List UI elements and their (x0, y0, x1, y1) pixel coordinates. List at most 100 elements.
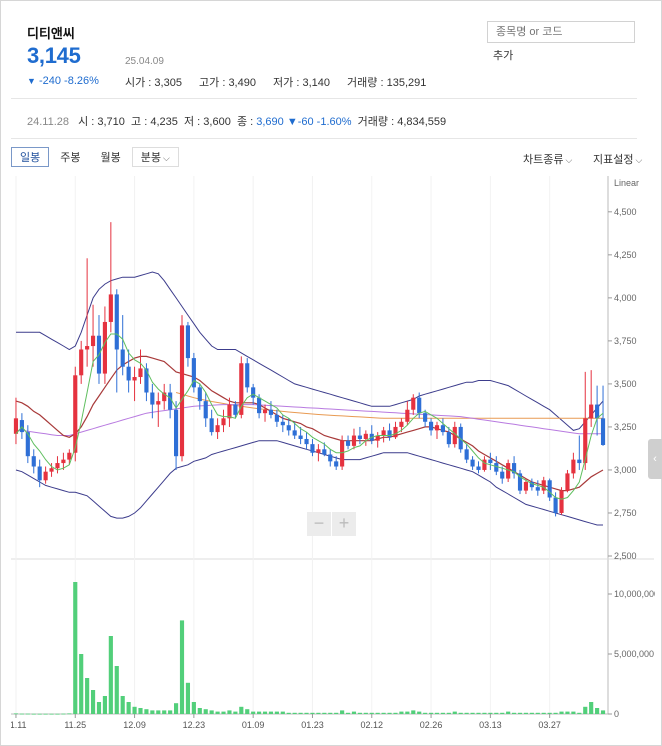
candle-body (61, 459, 66, 464)
candle-body (322, 449, 327, 455)
tab-weekly[interactable]: 주봉 (60, 152, 81, 164)
volume-bar (500, 712, 505, 714)
volume-bar (322, 712, 327, 714)
zoom-out-button[interactable]: − (307, 512, 332, 536)
candle-body (512, 463, 517, 474)
prev-volume: 4,834,559 (397, 116, 447, 128)
volume-bar (37, 713, 42, 715)
tab-monthly[interactable]: 월봉 (100, 152, 121, 164)
volume-bar (19, 713, 24, 715)
period-tabs: 일봉 주봉 월봉 분봉 ⌵ (11, 147, 181, 167)
volume-bar (541, 712, 546, 714)
quote-open: 시가 : 3,305 (125, 77, 182, 89)
candle-body (257, 397, 262, 414)
volume-bar (114, 666, 119, 714)
stock-search-input[interactable] (487, 21, 635, 43)
y-tick-label: 4,250 (614, 250, 637, 260)
volume-bar (375, 712, 380, 714)
candle-body (25, 432, 30, 457)
tab-daily[interactable]: 일봉 (11, 147, 50, 167)
candle-body (251, 387, 256, 398)
volume-bar (239, 706, 244, 714)
volume-bar (559, 711, 564, 714)
volume-bar (168, 710, 173, 714)
volume-tick-label: 10,000,000 (614, 589, 655, 599)
volume-bar (209, 710, 214, 714)
ma20-line (15, 355, 604, 492)
volume-bar (434, 712, 440, 714)
candle-body (411, 397, 416, 410)
stock-chart[interactable]: Linear 2,500 2,750 3,000 3,250 3,500 3,750 4,00… (5, 176, 659, 736)
candle-body (156, 401, 161, 405)
volume-bar (547, 712, 552, 714)
volume-bar (316, 712, 321, 714)
volume-bar (405, 711, 410, 714)
volume-bar (96, 702, 102, 714)
volume-bar (334, 712, 339, 714)
candle-body (90, 335, 96, 347)
tab-minute[interactable]: 분봉 ⌵ (131, 147, 179, 167)
candle-body (239, 363, 244, 415)
chart-type-menu[interactable]: 차트종류 ⌵ (523, 151, 572, 167)
candle-body (108, 294, 113, 322)
candle-body (126, 366, 131, 381)
volume-bar (85, 678, 90, 714)
candle-body (292, 430, 297, 436)
x-tick-label: 03.13 (479, 720, 502, 730)
volume-bar (144, 709, 149, 714)
prev-open: 3,710 (97, 116, 125, 128)
candle-body (565, 473, 570, 491)
volume-bar (132, 706, 137, 714)
volume-bar (345, 712, 351, 714)
y-tick-label: 3,500 (614, 379, 637, 389)
candle-body (310, 444, 315, 453)
volume-bar (506, 711, 511, 714)
chart-type-label: 차트종류 (523, 154, 564, 166)
candle-body (233, 404, 238, 415)
candle-body (541, 480, 546, 491)
candle-body (381, 430, 386, 436)
candle-body (191, 358, 196, 388)
indicator-settings-menu[interactable]: 지표설정 ⌵ (593, 151, 642, 167)
chevron-down-icon: ⌵ (163, 153, 170, 163)
volume-bar (274, 711, 279, 714)
candle-body (203, 401, 208, 419)
volume-bar (138, 708, 143, 714)
volume-bar (595, 708, 600, 714)
add-button[interactable]: 추가 (493, 50, 514, 62)
side-panel-toggle[interactable]: ‹ (648, 439, 662, 479)
candle-body (67, 452, 72, 460)
y-tick-label: 4,500 (614, 207, 637, 217)
candle-body (144, 368, 149, 393)
candle-body (577, 459, 582, 464)
candle-body (553, 497, 558, 513)
prev-close-label: 종 (236, 116, 248, 128)
candle-body (452, 426, 457, 445)
candle-body (19, 420, 24, 433)
volume-bar (67, 713, 72, 715)
volume-bar (227, 710, 232, 714)
chevron-left-icon: ‹ (653, 453, 657, 465)
volume-tick-label: 5,000,000 (614, 649, 654, 659)
volume-bar (108, 636, 113, 714)
ma60-line (16, 404, 603, 436)
x-tick-label: 01.09 (242, 720, 265, 730)
volume-bar (13, 713, 19, 715)
y-scale-label: Linear (614, 178, 639, 188)
candle-body (120, 349, 125, 367)
volume-bar (523, 712, 529, 714)
candle-body (446, 432, 451, 445)
candle-body (517, 473, 523, 491)
candle-body (221, 418, 226, 426)
y-tick-label: 3,750 (614, 336, 637, 346)
down-triangle-icon: ▼ (27, 76, 36, 86)
zoom-in-button[interactable]: + (332, 512, 357, 536)
candle-body (162, 392, 167, 402)
candle-body (494, 463, 499, 472)
volume-bar (571, 711, 576, 714)
quote-high: 고가 : 3,490 (199, 77, 256, 89)
ma120-line (175, 392, 603, 419)
candle-body (173, 409, 179, 457)
candle-body (85, 346, 90, 350)
candle-body (55, 463, 60, 469)
